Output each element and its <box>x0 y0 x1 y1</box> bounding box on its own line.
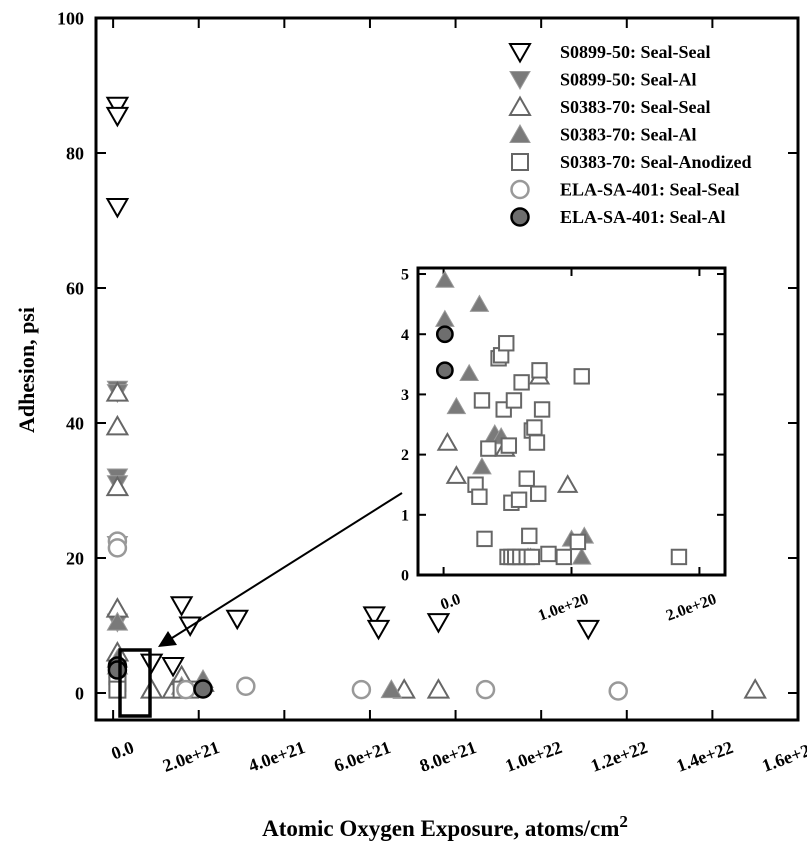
y-tick-label: 4 <box>401 327 409 344</box>
inset-point-series-2 <box>518 470 535 487</box>
inset-point-series-0 <box>436 432 459 451</box>
y-tick-label: 0 <box>75 683 84 703</box>
y-tick-label: 3 <box>401 387 409 404</box>
inset-point-series-1 <box>571 547 592 565</box>
y-tick-label: 100 <box>57 8 84 28</box>
x-axis-label: Atomic Oxygen Exposure, atoms/cm2 <box>262 812 628 841</box>
inset-point-series-2 <box>473 392 491 409</box>
main-point-series-3 <box>380 679 403 699</box>
inset-plot-frame <box>416 266 727 577</box>
legend-label-series-4: S0383-70: Seal-Anodized <box>560 152 752 172</box>
main-point-series-0 <box>105 96 130 118</box>
inset-point-series-1 <box>459 363 480 382</box>
main-point-series-2 <box>743 678 767 699</box>
main-plot-frame <box>94 16 800 722</box>
main-point-series-0 <box>362 606 386 627</box>
main-point-series-5 <box>107 538 128 558</box>
inset-point-series-2 <box>533 401 551 418</box>
legend-marker-series-2 <box>508 95 532 116</box>
main-point-series-2 <box>105 381 130 402</box>
y-tick-label: 60 <box>66 278 84 298</box>
inset-point-series-0 <box>445 465 468 484</box>
y-axis-label: Adhesion, psi <box>14 307 39 433</box>
main-point-series-3 <box>106 611 129 631</box>
main-point-series-0 <box>225 609 249 631</box>
legend-label-series-6: ELA-SA-401: Seal-Al <box>560 207 726 227</box>
inset-point-series-2 <box>505 392 523 409</box>
zoom-region-box <box>118 648 152 718</box>
inset-point-series-2 <box>523 548 541 566</box>
inset-point-series-3 <box>435 325 454 344</box>
y-tick-label: 5 <box>401 267 409 284</box>
main-point-series-5 <box>608 681 628 701</box>
inset-point-series-2 <box>476 530 493 548</box>
y-tick-label: 1 <box>401 507 409 524</box>
legend-marker-series-3 <box>509 123 531 143</box>
y-tick-label: 40 <box>66 413 84 433</box>
main-axis-ticks <box>96 17 799 720</box>
x-tick-label: 0.0 <box>438 591 463 614</box>
main-point-series-0 <box>366 619 391 641</box>
main-point-series-0 <box>105 106 130 128</box>
main-point-series-2 <box>426 678 451 699</box>
main-point-series-5 <box>475 679 496 700</box>
inset-point-series-2 <box>530 485 547 502</box>
legend-marker-series-6 <box>510 207 530 227</box>
y-tick-label: 2 <box>401 447 409 464</box>
inset-point-series-2 <box>500 437 518 454</box>
main-point-series-4 <box>108 680 127 699</box>
x-axis-label-superscript: 2 <box>619 812 628 831</box>
inset-point-series-2 <box>540 545 557 563</box>
inset-point-series-2 <box>513 374 530 391</box>
y-tick-label: 0 <box>401 568 409 585</box>
inset-plot-markers <box>435 270 688 566</box>
inset-point-series-2 <box>670 548 688 566</box>
main-point-series-5 <box>236 676 256 696</box>
main-point-series-0 <box>161 657 185 678</box>
inset-point-series-0 <box>556 474 579 493</box>
inset-point-series-3 <box>435 361 454 380</box>
zoom-arrow-line <box>171 492 403 639</box>
inset-point-series-1 <box>446 396 467 415</box>
x-axis-label-text: Atomic Oxygen Exposure, atoms/cm <box>262 816 619 841</box>
legend-marker-series-5 <box>510 179 530 200</box>
inset-point-series-2 <box>510 491 528 508</box>
main-point-series-5 <box>351 679 372 700</box>
main-point-series-2 <box>105 475 130 497</box>
inset-point-series-2 <box>526 419 543 436</box>
inset-point-series-1 <box>435 270 455 288</box>
legend-label-series-5: ELA-SA-401: Seal-Seal <box>560 180 740 200</box>
legend-label-series-2: S0383-70: Seal-Seal <box>560 97 711 117</box>
inset-point-series-1 <box>472 457 492 475</box>
inset-point-series-2 <box>569 533 587 551</box>
y-tick-label: 80 <box>66 143 84 163</box>
inset-point-series-2 <box>480 440 497 457</box>
main-point-series-2 <box>105 414 130 436</box>
y-tick-label: 20 <box>66 548 84 568</box>
legend-label-series-1: S0899-50: Seal-Al <box>560 70 697 90</box>
legend-label-series-3: S0383-70: Seal-Al <box>560 125 697 145</box>
inset-point-series-1 <box>469 294 490 312</box>
main-point-series-0 <box>576 619 600 641</box>
inset-point-series-2 <box>471 488 488 505</box>
main-point-series-5 <box>176 679 196 700</box>
zoom-arrow-head <box>158 631 177 647</box>
inset-point-series-2 <box>555 548 573 566</box>
inset-point-series-2 <box>521 527 538 545</box>
main-point-series-0 <box>169 596 194 617</box>
legend-marker-series-4 <box>511 153 529 171</box>
main-point-series-0 <box>105 198 130 219</box>
inset-point-series-2 <box>531 362 548 379</box>
legend: S0899-50: Seal-Seal S0899-50: Seal-Al S038… <box>508 42 752 227</box>
inset-point-series-2 <box>498 335 515 352</box>
inset-point-series-2 <box>528 434 546 451</box>
legend-label-series-0: S0899-50: Seal-Seal <box>560 42 711 62</box>
inset-point-series-2 <box>573 368 590 385</box>
legend-marker-series-0 <box>508 43 532 64</box>
main-point-series-6 <box>193 679 213 699</box>
legend-marker-series-1 <box>509 71 531 91</box>
main-point-series-6 <box>107 660 128 680</box>
main-point-series-0 <box>426 613 451 634</box>
